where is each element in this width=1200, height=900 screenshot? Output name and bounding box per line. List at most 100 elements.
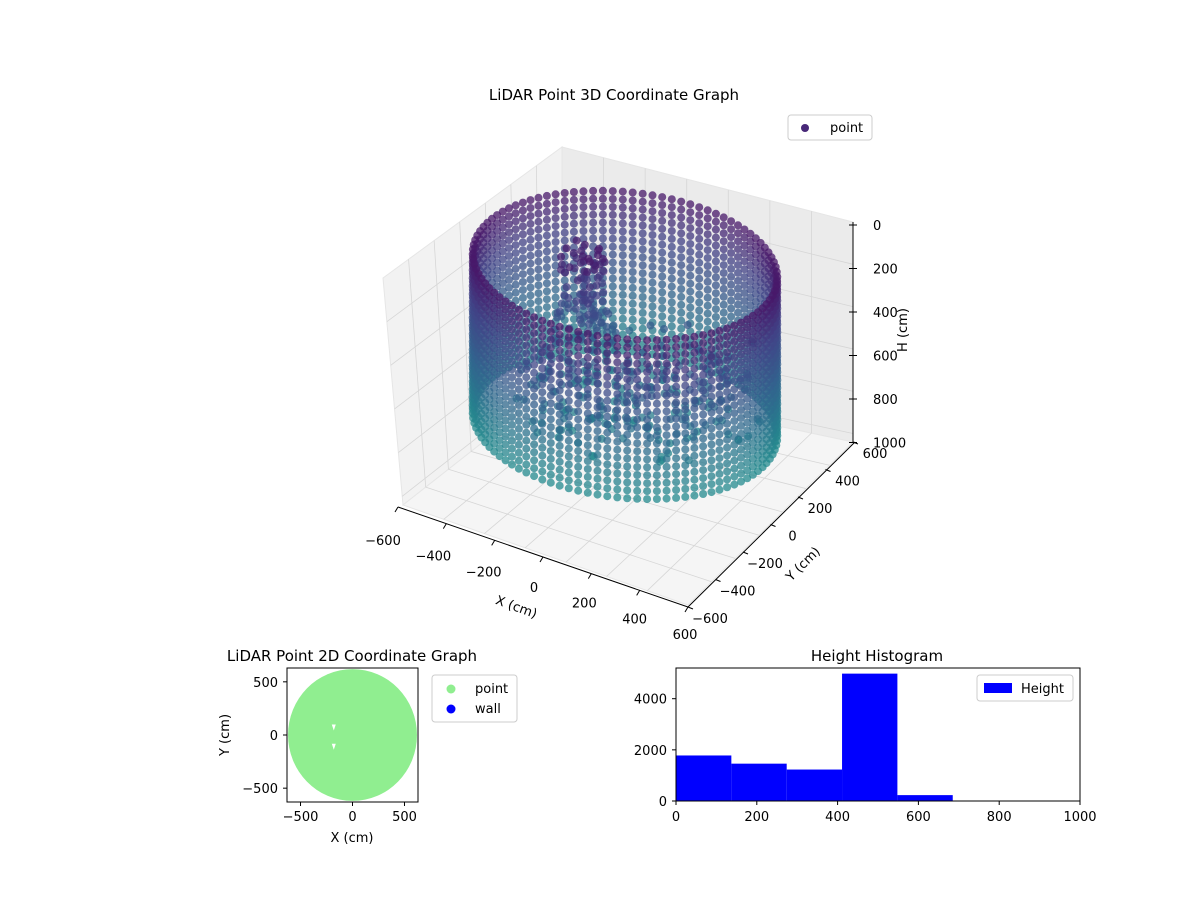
point-3d bbox=[633, 486, 642, 495]
point-3d bbox=[734, 229, 742, 238]
point-3d bbox=[628, 188, 637, 197]
point-3d bbox=[715, 358, 724, 367]
point-3d bbox=[583, 369, 592, 378]
point-3d bbox=[511, 217, 520, 226]
point-3d bbox=[730, 329, 739, 338]
point-3d bbox=[743, 474, 752, 483]
point-3d bbox=[711, 225, 720, 234]
point-3d bbox=[737, 398, 745, 407]
point-3d bbox=[638, 324, 647, 333]
point-3d bbox=[534, 257, 543, 266]
point-3d bbox=[699, 354, 708, 363]
point-3d bbox=[699, 370, 708, 379]
point-3d bbox=[699, 442, 708, 451]
histogram-bar bbox=[731, 763, 787, 801]
point-3d bbox=[628, 291, 637, 300]
point-3d bbox=[501, 400, 510, 409]
point-3d bbox=[723, 348, 732, 357]
point-3d bbox=[690, 412, 699, 421]
legend-3d-marker bbox=[801, 124, 809, 132]
point-3d bbox=[564, 444, 573, 453]
point-3d bbox=[618, 298, 627, 307]
point-3d bbox=[662, 383, 671, 392]
point-3d bbox=[522, 428, 531, 437]
point-3d bbox=[690, 364, 699, 373]
point-3d bbox=[652, 352, 661, 360]
point-3d bbox=[583, 337, 592, 346]
gap-mark bbox=[331, 743, 336, 750]
point-3d bbox=[518, 230, 527, 239]
point-3d bbox=[734, 221, 742, 230]
point-3d bbox=[740, 265, 749, 274]
point-3d bbox=[723, 340, 732, 349]
hist-x-tick-label: 400 bbox=[825, 810, 850, 825]
point-3d bbox=[667, 203, 676, 212]
point-3d bbox=[538, 332, 547, 341]
point-3d bbox=[662, 375, 671, 384]
point-3d bbox=[623, 375, 632, 384]
point-3d bbox=[530, 321, 539, 330]
point-3d bbox=[699, 339, 708, 347]
point-3d bbox=[623, 494, 632, 503]
point-3d bbox=[672, 478, 681, 487]
point-3d bbox=[514, 432, 523, 441]
point-3d bbox=[643, 360, 652, 368]
point-3d bbox=[592, 323, 601, 332]
point-3d bbox=[518, 262, 527, 271]
point-3d bbox=[534, 225, 543, 234]
point-3d bbox=[613, 398, 622, 406]
point-3d bbox=[580, 240, 589, 249]
point-3d bbox=[672, 414, 681, 423]
point-3d bbox=[508, 405, 516, 413]
point-3d bbox=[695, 266, 704, 275]
point-3d bbox=[727, 257, 736, 265]
point-3d bbox=[511, 288, 520, 297]
point-3d bbox=[514, 305, 523, 314]
point-3d bbox=[667, 227, 676, 235]
point-3d bbox=[613, 413, 622, 422]
histogram-bar bbox=[786, 769, 843, 801]
point-3d bbox=[546, 470, 555, 479]
point-3d bbox=[681, 429, 690, 438]
point-3d bbox=[514, 401, 523, 410]
point-3d bbox=[658, 232, 667, 241]
point-3d bbox=[719, 284, 728, 293]
point-3d bbox=[538, 475, 547, 484]
point-3d bbox=[686, 279, 695, 288]
point-3d bbox=[609, 321, 618, 330]
point-3d bbox=[677, 237, 686, 246]
point-3d bbox=[583, 268, 592, 276]
point-3d bbox=[743, 347, 752, 356]
point-3d bbox=[583, 329, 592, 338]
point-3d bbox=[564, 381, 573, 389]
y-tick-3d bbox=[687, 606, 694, 610]
point-3d bbox=[542, 287, 551, 296]
point-3d bbox=[542, 223, 551, 232]
point-3d bbox=[625, 326, 634, 335]
point-3d bbox=[505, 267, 513, 276]
point-3d bbox=[715, 430, 724, 439]
point-3d bbox=[672, 470, 681, 479]
point-3d bbox=[590, 265, 599, 274]
legend-3d-box bbox=[787, 114, 873, 141]
point-3d bbox=[695, 298, 704, 307]
point-3d bbox=[538, 396, 547, 405]
point-3d bbox=[618, 243, 627, 252]
point-3d bbox=[652, 495, 661, 503]
x-tick-label-2d: 0 bbox=[348, 810, 356, 825]
point-3d bbox=[564, 404, 573, 413]
point-3d bbox=[534, 265, 543, 274]
point-3d bbox=[730, 425, 739, 433]
point-3d bbox=[593, 490, 602, 499]
point-3d bbox=[652, 407, 661, 416]
point-3d bbox=[672, 358, 681, 367]
point-3d bbox=[734, 253, 742, 261]
point-3d bbox=[648, 207, 657, 216]
point-3d bbox=[723, 467, 732, 476]
point-3d bbox=[577, 319, 586, 328]
point-3d bbox=[677, 253, 686, 262]
point-3d bbox=[740, 233, 749, 242]
point-3d bbox=[677, 324, 686, 333]
point-3d bbox=[737, 445, 745, 454]
point-3d bbox=[501, 329, 510, 338]
